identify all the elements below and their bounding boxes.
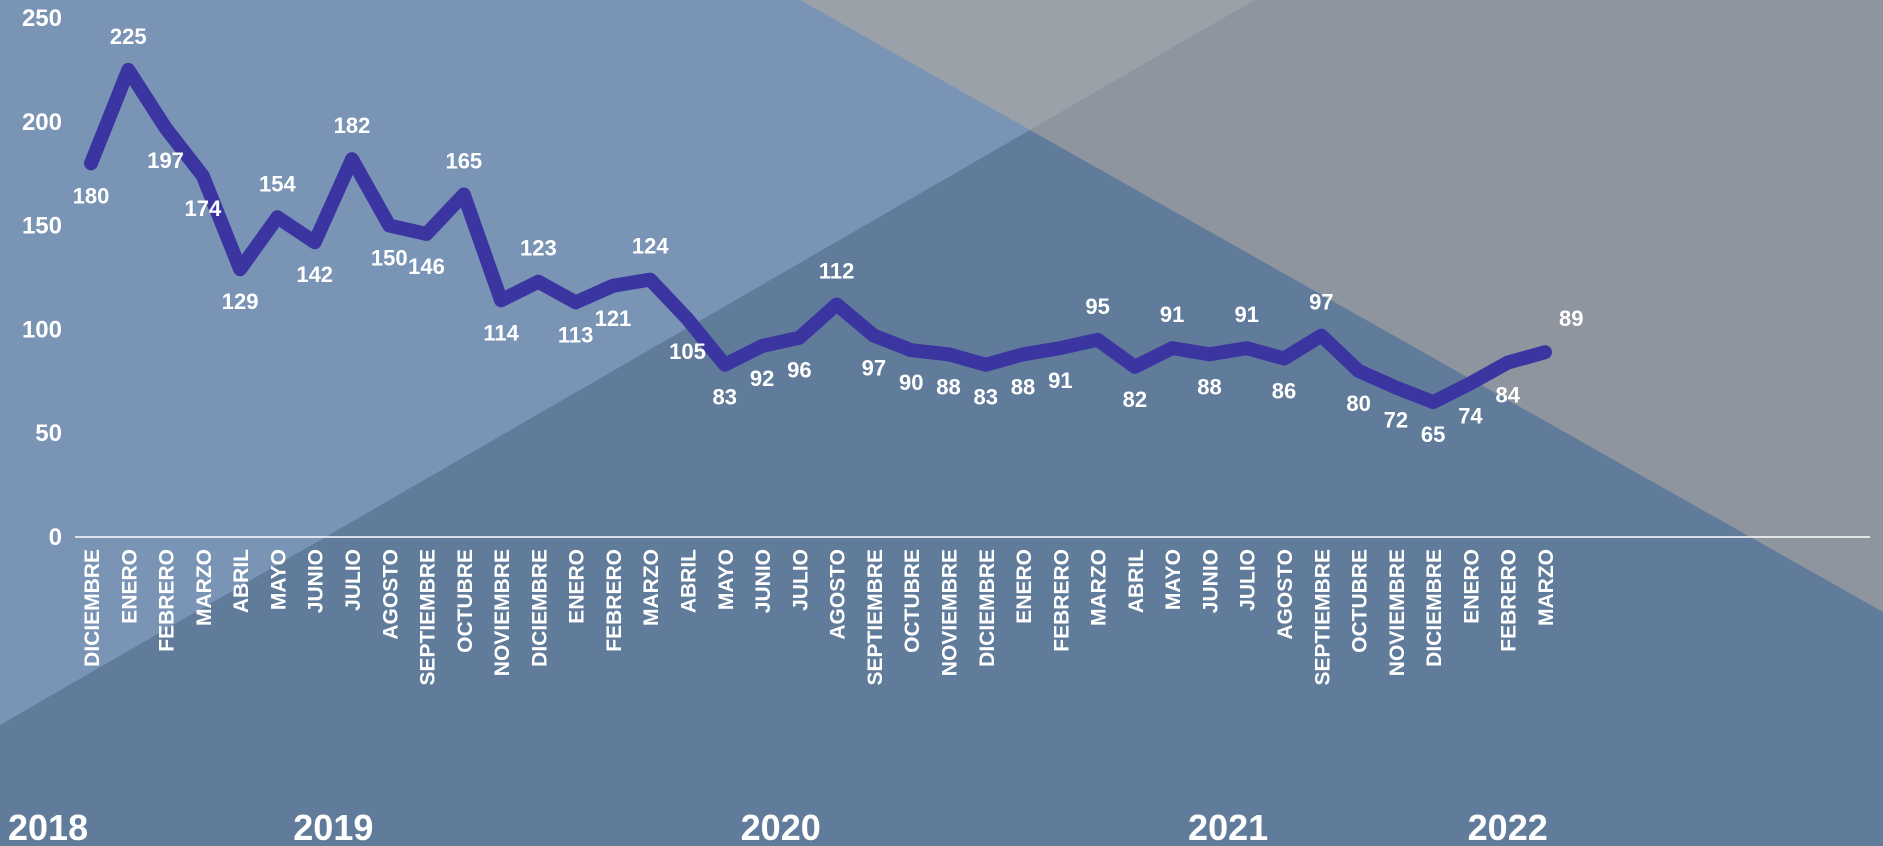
x-tick-label: FEBRERO: [156, 549, 179, 652]
value-label: 88: [936, 374, 960, 399]
value-label: 83: [974, 385, 998, 410]
value-label: 84: [1495, 383, 1520, 408]
x-tick-label: ABRIL: [230, 549, 253, 613]
value-label: 114: [483, 320, 519, 345]
value-label: 72: [1384, 408, 1408, 433]
x-tick-label: SEPTIEMBRE: [417, 549, 440, 686]
x-tick-label: ENERO: [1460, 549, 1483, 624]
value-label: 112: [819, 258, 855, 283]
value-label: 86: [1272, 378, 1296, 403]
x-tick-label: DICIEMBRE: [1423, 549, 1446, 667]
x-tick-label: ENERO: [566, 549, 589, 624]
x-tick-label: JUNIO: [305, 549, 328, 613]
background-band: [800, 0, 1255, 130]
x-tick-label: JULIO: [342, 549, 365, 611]
year-label: 2018: [8, 807, 88, 846]
value-label: 121: [595, 306, 632, 331]
x-tick-label: JUNIO: [1199, 549, 1222, 613]
year-label: 2022: [1468, 807, 1548, 846]
x-tick-label: ABRIL: [678, 549, 701, 613]
value-label: 89: [1559, 306, 1583, 331]
x-tick-label: ABRIL: [1125, 549, 1148, 613]
value-label: 165: [445, 148, 482, 173]
value-label: 182: [334, 113, 371, 138]
value-label: 197: [147, 148, 184, 173]
value-label: 124: [632, 234, 669, 259]
x-tick-label: AGOSTO: [827, 549, 850, 640]
y-tick-label: 150: [22, 213, 62, 240]
value-label: 225: [110, 24, 147, 49]
x-tick-label: MARZO: [1535, 549, 1558, 626]
y-tick-label: 200: [22, 109, 62, 136]
value-label: 113: [558, 322, 594, 347]
value-label: 174: [184, 196, 221, 221]
year-label: 2020: [741, 807, 821, 846]
x-tick-label: DICIEMBRE: [976, 549, 999, 667]
value-label: 90: [899, 370, 923, 395]
x-tick-label: AGOSTO: [379, 549, 402, 640]
x-tick-label: JULIO: [789, 549, 812, 611]
x-tick-label: MAYO: [267, 549, 290, 610]
x-tick-label: SEPTIEMBRE: [864, 549, 887, 686]
x-tick-label: NOVIEMBRE: [938, 549, 961, 676]
y-tick-label: 50: [35, 420, 62, 447]
background-band: [1030, 0, 1883, 612]
x-tick-label: DICIEMBRE: [81, 549, 104, 667]
x-tick-label: MARZO: [640, 549, 663, 626]
value-label: 180: [73, 183, 110, 208]
y-tick-label: 250: [22, 5, 62, 32]
x-tick-label: OCTUBRE: [901, 549, 924, 653]
x-tick-label: MAYO: [1162, 549, 1185, 610]
value-label: 142: [296, 262, 333, 287]
x-tick-label: JULIO: [1237, 549, 1260, 611]
year-label: 2021: [1188, 807, 1268, 846]
value-label: 74: [1458, 403, 1483, 428]
value-label: 91: [1160, 302, 1184, 327]
x-tick-label: OCTUBRE: [1349, 549, 1372, 653]
value-label: 146: [408, 254, 445, 279]
x-tick-label: SEPTIEMBRE: [1311, 549, 1334, 686]
value-label: 97: [862, 356, 886, 381]
x-tick-label: NOVIEMBRE: [1386, 549, 1409, 676]
value-label: 92: [750, 366, 774, 391]
value-label: 97: [1309, 290, 1333, 315]
y-tick-label: 0: [49, 524, 62, 551]
value-label: 154: [259, 171, 296, 196]
x-tick-label: OCTUBRE: [454, 549, 477, 653]
value-label: 91: [1235, 302, 1259, 327]
y-tick-label: 100: [22, 316, 62, 343]
value-label: 95: [1085, 294, 1109, 319]
data-line: [84, 62, 1552, 410]
x-tick-label: MARZO: [1088, 549, 1111, 626]
x-tick-label: JUNIO: [752, 549, 775, 613]
x-tick-label: MAYO: [715, 549, 738, 610]
x-tick-label: FEBRERO: [1498, 549, 1521, 652]
x-tick-label: FEBRERO: [1050, 549, 1073, 652]
value-label: 82: [1123, 387, 1147, 412]
x-tick-label: AGOSTO: [1274, 549, 1297, 640]
x-tick-label: ENERO: [118, 549, 141, 624]
x-tick-label: MARZO: [193, 549, 216, 626]
value-label: 65: [1421, 422, 1445, 447]
value-label: 129: [222, 289, 259, 314]
value-label: 88: [1011, 374, 1035, 399]
value-label: 83: [713, 385, 737, 410]
year-label: 2019: [293, 807, 373, 846]
value-label: 80: [1346, 391, 1370, 416]
value-label: 150: [371, 246, 408, 271]
value-label: 105: [669, 339, 706, 364]
x-tick-label: NOVIEMBRE: [491, 549, 514, 676]
x-tick-label: ENERO: [1013, 549, 1036, 624]
value-label: 91: [1048, 368, 1072, 393]
value-label: 96: [787, 358, 811, 383]
value-label: 88: [1197, 374, 1221, 399]
value-label: 123: [520, 236, 557, 261]
x-tick-label: DICIEMBRE: [528, 549, 551, 667]
x-tick-label: FEBRERO: [603, 549, 626, 652]
